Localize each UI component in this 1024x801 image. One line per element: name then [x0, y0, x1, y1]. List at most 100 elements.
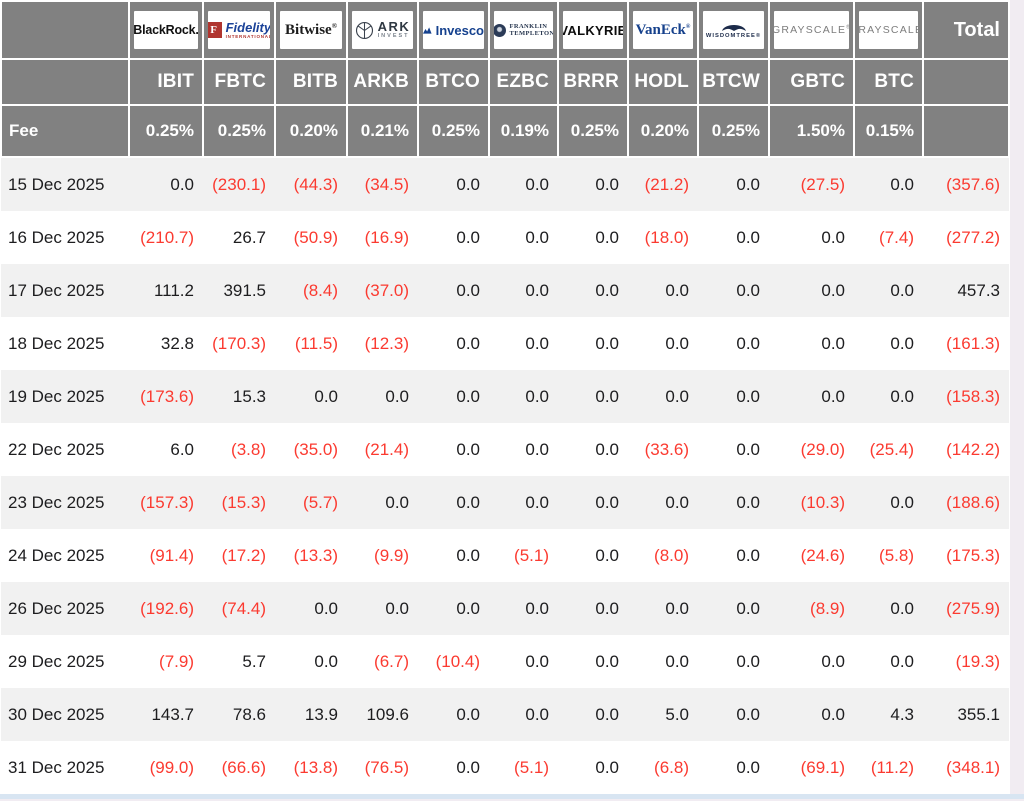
flow-row: 18 Dec 2025 32.8 (170.3) (11.5) (12.3) 0.0 0.0…	[1, 317, 1009, 370]
flow-value-gbtc: (69.1)	[800, 757, 845, 777]
flow-value-gbtc: (27.5)	[800, 174, 845, 194]
flow-value-gbtc: (10.3)	[800, 492, 845, 512]
flow-value-ibit: (99.0)	[149, 757, 194, 777]
flow-value-btcw: 0.0	[736, 227, 760, 247]
flow-value-total: (142.2)	[946, 439, 1000, 459]
total-column-header: Total	[922, 0, 1010, 60]
table-header: BlackRock. F Fidelity INTERNATIONAL Bitwise®…	[0, 0, 1010, 158]
provider-header-bitb: Bitwise®	[274, 0, 348, 60]
provider-header-ibit: BlackRock.	[128, 0, 204, 60]
provider-header-btcw: WISDOMTREE®	[697, 0, 770, 60]
flow-value-fbtc: (17.2)	[221, 545, 266, 565]
flow-value-total: 355.1	[957, 704, 1000, 724]
flow-value-brrr: 0.0	[595, 598, 619, 618]
ticker-row: IBIT FBTC BITB ARKB BTCO EZBC BRRR HODL BTCW GBTC…	[0, 58, 1010, 106]
flow-value-hodl: (21.2)	[644, 174, 689, 194]
flow-value-hodl: 0.0	[665, 598, 689, 618]
flow-value-arkb: (6.7)	[374, 651, 409, 671]
flow-value-brrr: 0.0	[595, 174, 619, 194]
flow-value-btc: (5.8)	[879, 545, 914, 565]
bitwise-logo-text: Bitwise®	[285, 21, 337, 38]
flow-value-btco: 0.0	[456, 227, 480, 247]
flow-value-bitb: (13.3)	[293, 545, 338, 565]
flow-value-ezbc: (5.1)	[514, 545, 549, 565]
flow-value-btc: 0.0	[890, 598, 914, 618]
flow-value-arkb: (76.5)	[364, 757, 409, 777]
flow-value-btc: (25.4)	[869, 439, 914, 459]
blackrock-logo: BlackRock.	[134, 11, 198, 49]
flow-value-btco: 0.0	[456, 704, 480, 724]
page-bottom-strip	[0, 794, 1024, 799]
fee-btc: 0.15%	[853, 104, 924, 158]
flow-value-gbtc: (24.6)	[800, 545, 845, 565]
flow-value-bitb: (35.0)	[293, 439, 338, 459]
flow-value-total: (161.3)	[946, 333, 1000, 353]
wisdomtree-logo-text: WISDOMTREE®	[705, 32, 762, 39]
ticker-ibit: IBIT	[128, 58, 204, 106]
flow-value-total: (357.6)	[946, 174, 1000, 194]
flow-value-fbtc: 391.5	[223, 280, 266, 300]
flow-value-btcw: 0.0	[736, 492, 760, 512]
flow-value-btcw: 0.0	[736, 439, 760, 459]
ark-logo-subtext: INVEST	[377, 33, 410, 40]
flow-value-total: (158.3)	[946, 386, 1000, 406]
flow-value-ibit: (173.6)	[140, 386, 194, 406]
provider-header-gbtc: GRAYSCALE®	[768, 0, 855, 60]
flow-value-hodl: (18.0)	[644, 227, 689, 247]
flow-value-btco: (10.4)	[435, 651, 480, 671]
flow-row: 16 Dec 2025 (210.7) 26.7 (50.9) (16.9) 0.0 0.0…	[1, 211, 1009, 264]
flow-value-btc: 0.0	[890, 280, 914, 300]
provider-header-ezbc: FRANKLIN TEMPLETON	[488, 0, 559, 60]
fee-btco: 0.25%	[417, 104, 490, 158]
flow-value-hodl: 0.0	[665, 280, 689, 300]
flow-value-ibit: (210.7)	[140, 227, 194, 247]
provider-header-brrr: VALKYRIE	[557, 0, 629, 60]
flow-value-arkb: (21.4)	[364, 439, 409, 459]
flow-value-fbtc: 5.7	[242, 651, 266, 671]
flow-value-brrr: 0.0	[595, 545, 619, 565]
flow-value-bitb: 0.0	[314, 386, 338, 406]
flow-value-fbtc: 26.7	[232, 227, 266, 247]
flow-value-total: (277.2)	[946, 227, 1000, 247]
flow-value-btc: (11.2)	[870, 757, 914, 777]
fee-gbtc: 1.50%	[768, 104, 855, 158]
grayscale-logo-text: GRAYSCALE®	[774, 24, 849, 36]
flow-value-total: (175.3)	[946, 545, 1000, 565]
franklin-portrait-icon	[494, 23, 506, 37]
provider-header-btco: Invesco	[417, 0, 490, 60]
flow-value-brrr: 0.0	[595, 280, 619, 300]
flow-value-brrr: 0.0	[595, 492, 619, 512]
flow-value-brrr: 0.0	[595, 757, 619, 777]
ticker-brrr: BRRR	[557, 58, 629, 106]
flow-value-arkb: 0.0	[385, 598, 409, 618]
flow-value-hodl: (6.8)	[654, 757, 689, 777]
ticker-btcw: BTCW	[697, 58, 770, 106]
grayscale-logo: GRAYSCALE®	[774, 11, 849, 49]
row-date: 31 Dec 2025	[8, 757, 105, 777]
ticker-hodl: HODL	[627, 58, 699, 106]
row-date: 15 Dec 2025	[8, 174, 105, 194]
fee-arkb: 0.21%	[346, 104, 419, 158]
flow-value-total: (348.1)	[946, 757, 1000, 777]
flow-value-arkb: (9.9)	[374, 545, 409, 565]
flow-value-ezbc: 0.0	[525, 651, 549, 671]
flow-value-btco: 0.0	[456, 492, 480, 512]
flow-value-gbtc: 0.0	[821, 386, 845, 406]
ark-circle-icon	[355, 21, 373, 39]
flow-value-arkb: (34.5)	[364, 174, 409, 194]
flow-value-ibit: 143.7	[151, 704, 194, 724]
flow-value-bitb: (5.7)	[303, 492, 338, 512]
flow-value-ibit: (91.4)	[149, 545, 194, 565]
flow-value-brrr: 0.0	[595, 333, 619, 353]
flow-row: 22 Dec 2025 6.0 (3.8) (35.0) (21.4) 0.0 0.0 0.0…	[1, 423, 1009, 476]
flow-value-gbtc: 0.0	[821, 333, 845, 353]
flow-value-btc: 0.0	[890, 333, 914, 353]
fee-row: Fee 0.25% 0.25% 0.20% 0.21% 0.25% 0.19% 0.25% 0.…	[0, 104, 1010, 158]
fidelity-logo-subtext: INTERNATIONAL	[225, 33, 270, 39]
provider-logo-row: BlackRock. F Fidelity INTERNATIONAL Bitwise®…	[0, 0, 1010, 60]
fee-ezbc: 0.19%	[488, 104, 559, 158]
flow-value-ibit: 32.8	[160, 333, 194, 353]
flow-value-bitb: (50.9)	[293, 227, 338, 247]
fee-ibit: 0.25%	[128, 104, 204, 158]
flow-value-bitb: (44.3)	[293, 174, 338, 194]
